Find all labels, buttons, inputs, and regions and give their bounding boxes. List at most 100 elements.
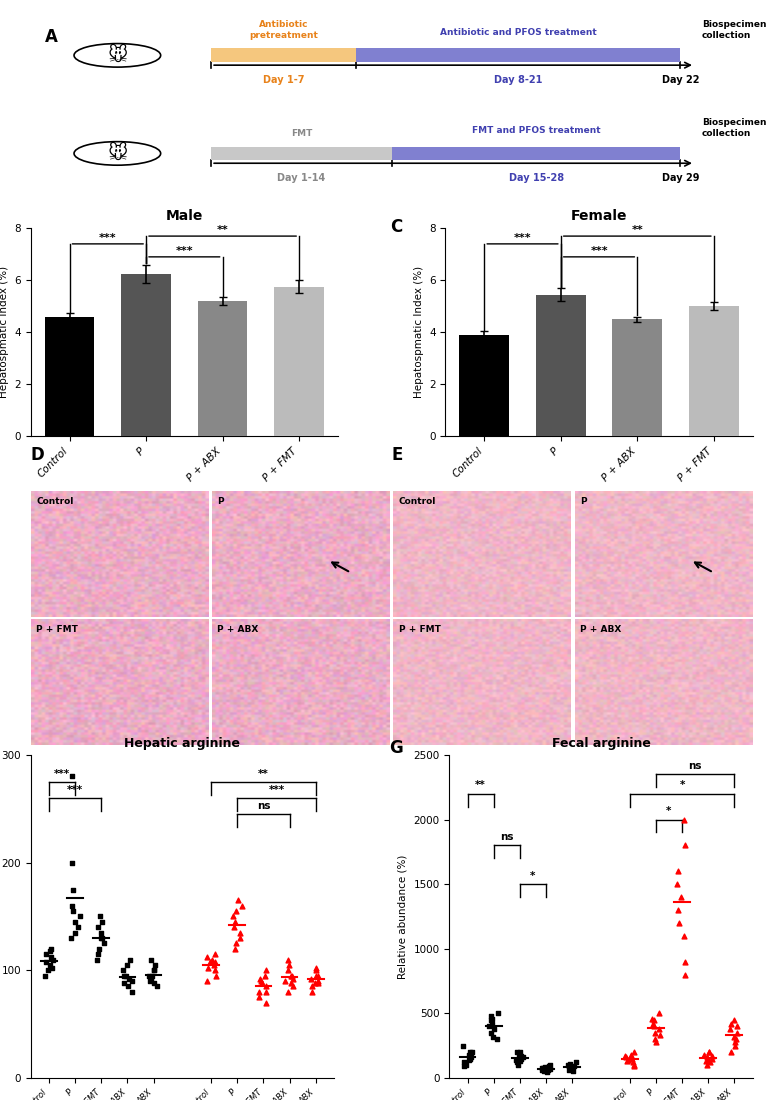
Point xyxy=(460,1056,472,1074)
Point xyxy=(38,967,51,984)
Text: Day 15-28: Day 15-28 xyxy=(508,173,564,183)
Point xyxy=(280,972,292,990)
Point xyxy=(563,1057,575,1075)
Point xyxy=(679,953,691,970)
Point xyxy=(704,1054,717,1071)
Point xyxy=(228,918,240,936)
Point xyxy=(646,1010,658,1027)
Point xyxy=(232,891,244,909)
Point xyxy=(286,967,298,984)
Point xyxy=(260,967,272,984)
Point xyxy=(458,1057,471,1075)
Point xyxy=(621,1053,633,1070)
Point xyxy=(66,896,78,914)
Point xyxy=(94,908,106,925)
Text: P + FMT: P + FMT xyxy=(36,626,78,635)
Bar xyxy=(689,306,739,436)
Point xyxy=(234,930,247,947)
Text: ***: *** xyxy=(176,245,193,255)
Point xyxy=(706,1049,718,1067)
Point xyxy=(310,959,322,977)
Text: ns: ns xyxy=(257,801,270,811)
Point xyxy=(312,967,324,984)
Point xyxy=(92,918,104,936)
Text: Antibiotic and PFOS treatment: Antibiotic and PFOS treatment xyxy=(439,28,597,36)
Point xyxy=(545,1060,557,1078)
Point xyxy=(463,1044,475,1061)
Point xyxy=(465,1044,478,1061)
Point xyxy=(229,940,241,958)
Point xyxy=(730,1018,743,1035)
Point xyxy=(462,1052,475,1069)
Text: Biospecimen
collection: Biospecimen collection xyxy=(702,20,766,40)
Point xyxy=(511,1054,523,1071)
Point xyxy=(729,1037,741,1055)
Point xyxy=(654,1026,667,1044)
Point xyxy=(537,1059,549,1077)
Point xyxy=(671,876,684,893)
Text: **: ** xyxy=(217,224,228,234)
Point xyxy=(649,1031,661,1048)
Point xyxy=(458,1054,471,1071)
Point xyxy=(483,1018,495,1035)
Point xyxy=(464,1049,476,1067)
Point xyxy=(93,940,105,958)
Point xyxy=(538,1063,551,1080)
Point xyxy=(210,967,222,984)
Point xyxy=(118,967,131,984)
Point xyxy=(229,913,241,931)
Point xyxy=(45,940,58,958)
Point xyxy=(283,956,296,974)
Point xyxy=(95,924,108,942)
Point xyxy=(260,983,272,1001)
Bar xyxy=(211,48,356,63)
Point xyxy=(624,1046,637,1064)
Point xyxy=(515,1047,527,1065)
Point xyxy=(305,970,317,988)
Point xyxy=(465,1048,477,1066)
Point xyxy=(628,1056,641,1074)
Point xyxy=(700,1056,713,1074)
Point xyxy=(627,1054,640,1071)
Point xyxy=(256,975,268,992)
Point xyxy=(123,970,135,988)
Point xyxy=(66,768,78,785)
Text: G: G xyxy=(389,739,402,757)
Text: Day 29: Day 29 xyxy=(662,173,699,183)
Point xyxy=(148,961,161,979)
Point xyxy=(678,837,690,855)
Point xyxy=(126,983,138,1001)
Text: P: P xyxy=(580,497,587,506)
Bar xyxy=(211,146,392,161)
Point xyxy=(306,978,318,996)
Point xyxy=(724,1015,737,1033)
Point xyxy=(511,1044,523,1061)
Point xyxy=(627,1044,640,1061)
Point xyxy=(650,1033,663,1050)
Text: Control: Control xyxy=(36,497,74,506)
Point xyxy=(46,959,58,977)
Point xyxy=(566,1059,578,1077)
Point xyxy=(567,1063,579,1080)
Point xyxy=(147,961,160,979)
Point xyxy=(488,1020,500,1037)
Point xyxy=(200,948,213,966)
Text: Antibiotic
pretreatment: Antibiotic pretreatment xyxy=(249,20,318,40)
Point xyxy=(285,967,297,984)
Text: E: E xyxy=(392,447,403,464)
Point xyxy=(94,930,107,947)
Point xyxy=(485,1008,497,1025)
Text: ***: *** xyxy=(99,232,117,243)
Text: FMT: FMT xyxy=(291,129,312,138)
Point xyxy=(120,967,132,984)
Point xyxy=(230,902,242,920)
Point xyxy=(647,1011,660,1028)
Point xyxy=(312,975,324,992)
Point xyxy=(149,956,161,974)
Point xyxy=(96,930,108,947)
Point xyxy=(457,1037,469,1055)
Point xyxy=(67,902,79,920)
Text: P + ABX: P + ABX xyxy=(217,626,259,635)
Point xyxy=(143,967,155,984)
Y-axis label: Hepatospmatic Index (%): Hepatospmatic Index (%) xyxy=(413,266,423,398)
